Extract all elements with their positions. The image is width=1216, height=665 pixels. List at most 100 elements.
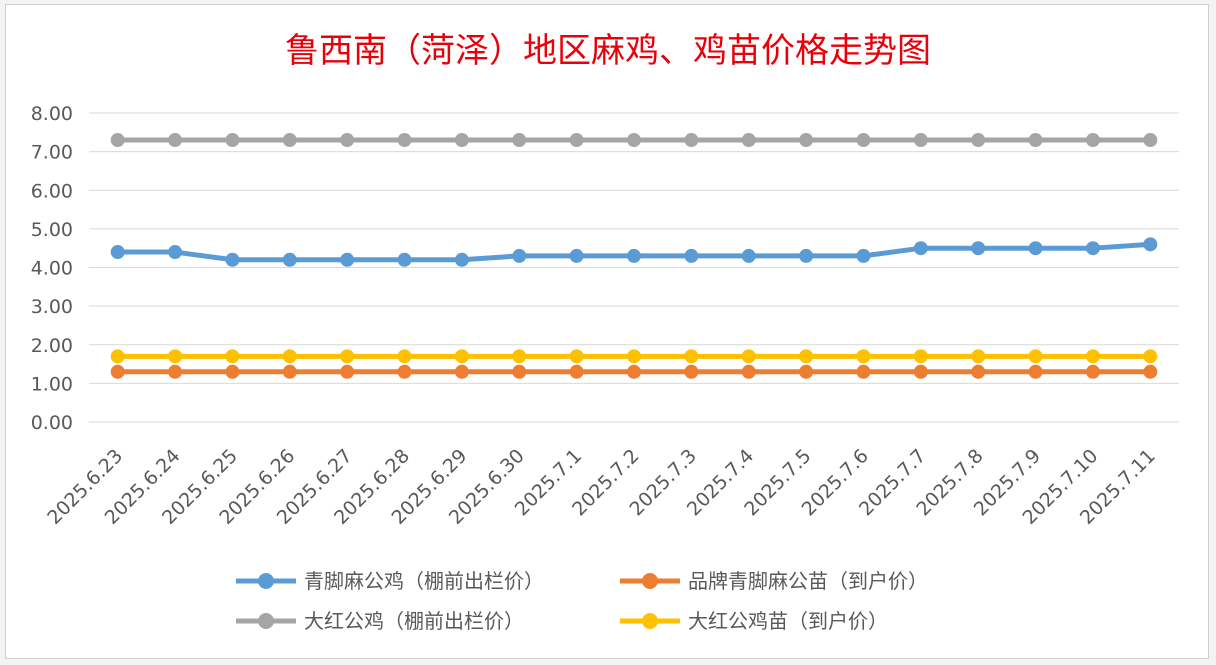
- data-point: [627, 349, 641, 364]
- data-point: [340, 364, 355, 379]
- data-point: [110, 133, 125, 148]
- data-point: [799, 364, 814, 379]
- data-point: [569, 364, 584, 379]
- legend-label: 品牌青脚麻公苗（到户价）: [688, 569, 928, 593]
- y-tick-label: 1.00: [31, 373, 73, 395]
- data-point: [684, 248, 699, 263]
- data-point: [1143, 133, 1158, 148]
- data-point: [856, 364, 871, 379]
- data-point: [1085, 241, 1100, 256]
- data-point: [282, 364, 297, 379]
- data-point: [569, 248, 584, 263]
- data-point: [913, 349, 928, 364]
- data-point: [971, 241, 986, 256]
- data-point: [454, 252, 469, 267]
- data-point: [1028, 364, 1043, 379]
- data-point: [569, 133, 584, 148]
- data-point: [1028, 349, 1043, 364]
- data-point: [282, 349, 297, 364]
- chart-frame: 鲁西南（菏泽）地区麻鸡、鸡苗价格走势图 0.00 1.00 2.00 3.00 4.00…: [5, 4, 1209, 659]
- data-point: [913, 133, 928, 148]
- data-point: [684, 364, 699, 379]
- data-point: [110, 364, 125, 379]
- data-point: [225, 133, 240, 148]
- line-chart: 鲁西南（菏泽）地区麻鸡、鸡苗价格走势图 0.00 1.00 2.00 3.00 4.00…: [31, 31, 1179, 633]
- data-point: [454, 349, 469, 364]
- legend-label: 大红公鸡（棚前出栏价）: [304, 609, 524, 633]
- data-point: [741, 364, 756, 379]
- data-point: [454, 364, 469, 379]
- data-point: [741, 349, 756, 364]
- data-point: [512, 364, 527, 379]
- legend-swatch-marker: [258, 613, 274, 629]
- data-point: [627, 133, 641, 148]
- data-point: [799, 248, 814, 263]
- data-point: [340, 252, 355, 267]
- data-point: [282, 252, 297, 267]
- data-point: [512, 349, 527, 364]
- legend-label: 大红公鸡苗（到户价）: [688, 609, 888, 633]
- data-point: [913, 241, 928, 256]
- data-point: [971, 133, 986, 148]
- series-lines: [110, 133, 1158, 379]
- y-tick-label: 7.00: [31, 142, 73, 164]
- data-point: [225, 252, 240, 267]
- data-point: [225, 364, 240, 379]
- y-tick-label: 8.00: [31, 103, 73, 125]
- data-point: [512, 248, 527, 263]
- data-point: [1143, 237, 1158, 252]
- chart-title: 鲁西南（菏泽）地区麻鸡、鸡苗价格走势图: [285, 31, 931, 71]
- data-point: [1028, 241, 1043, 256]
- legend-swatch-marker: [642, 573, 658, 589]
- data-point: [627, 364, 641, 379]
- data-point: [512, 133, 527, 148]
- data-point: [741, 248, 756, 263]
- legend-swatch-marker: [258, 573, 274, 589]
- data-point: [627, 248, 641, 263]
- data-point: [168, 349, 183, 364]
- legend: 青脚麻公鸡（棚前出栏价） 品牌青脚麻公苗（到户价） 大红公鸡（棚前出栏价） 大红公鸡苗…: [236, 569, 928, 633]
- y-axis-ticks: 0.00 1.00 2.00 3.00 4.00 5.00 6.00 7.00 8.00: [31, 103, 73, 434]
- data-point: [397, 133, 412, 148]
- data-point: [684, 133, 699, 148]
- y-tick-label: 5.00: [31, 219, 73, 241]
- data-point: [168, 245, 183, 260]
- data-point: [856, 248, 871, 263]
- data-point: [741, 133, 756, 148]
- y-tick-label: 6.00: [31, 180, 73, 202]
- data-point: [799, 349, 814, 364]
- data-point: [799, 133, 814, 148]
- data-point: [1143, 364, 1158, 379]
- y-tick-label: 4.00: [31, 258, 73, 280]
- data-point: [397, 364, 412, 379]
- data-point: [397, 252, 412, 267]
- gridlines: [89, 112, 1179, 423]
- data-point: [1143, 349, 1158, 364]
- data-point: [340, 349, 355, 364]
- data-point: [110, 349, 125, 364]
- y-tick-label: 3.00: [31, 296, 73, 318]
- x-axis-ticks: 2025.6.232025.6.242025.6.252025.6.262025…: [43, 445, 1160, 529]
- data-point: [856, 133, 871, 148]
- data-point: [913, 364, 928, 379]
- data-point: [971, 349, 986, 364]
- data-point: [110, 245, 125, 260]
- data-point: [971, 364, 986, 379]
- y-tick-label: 0.00: [31, 412, 73, 434]
- y-tick-label: 2.00: [31, 335, 73, 357]
- data-point: [684, 349, 699, 364]
- data-point: [454, 133, 469, 148]
- legend-label: 青脚麻公鸡（棚前出栏价）: [304, 569, 544, 593]
- data-point: [856, 349, 871, 364]
- data-point: [569, 349, 584, 364]
- data-point: [1028, 133, 1043, 148]
- data-point: [282, 133, 297, 148]
- data-point: [225, 349, 240, 364]
- legend-swatch-marker: [642, 613, 658, 629]
- data-point: [1085, 364, 1100, 379]
- data-point: [1085, 133, 1100, 148]
- data-point: [168, 364, 183, 379]
- data-point: [397, 349, 412, 364]
- data-point: [1085, 349, 1100, 364]
- data-point: [168, 133, 183, 148]
